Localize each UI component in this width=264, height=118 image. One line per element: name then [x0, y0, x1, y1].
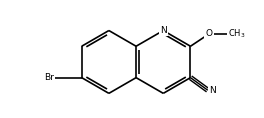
Text: Br: Br — [44, 73, 54, 82]
Text: N: N — [160, 26, 167, 35]
Text: N: N — [209, 86, 216, 95]
Text: O: O — [206, 29, 213, 38]
Text: CH$_3$: CH$_3$ — [228, 27, 246, 40]
